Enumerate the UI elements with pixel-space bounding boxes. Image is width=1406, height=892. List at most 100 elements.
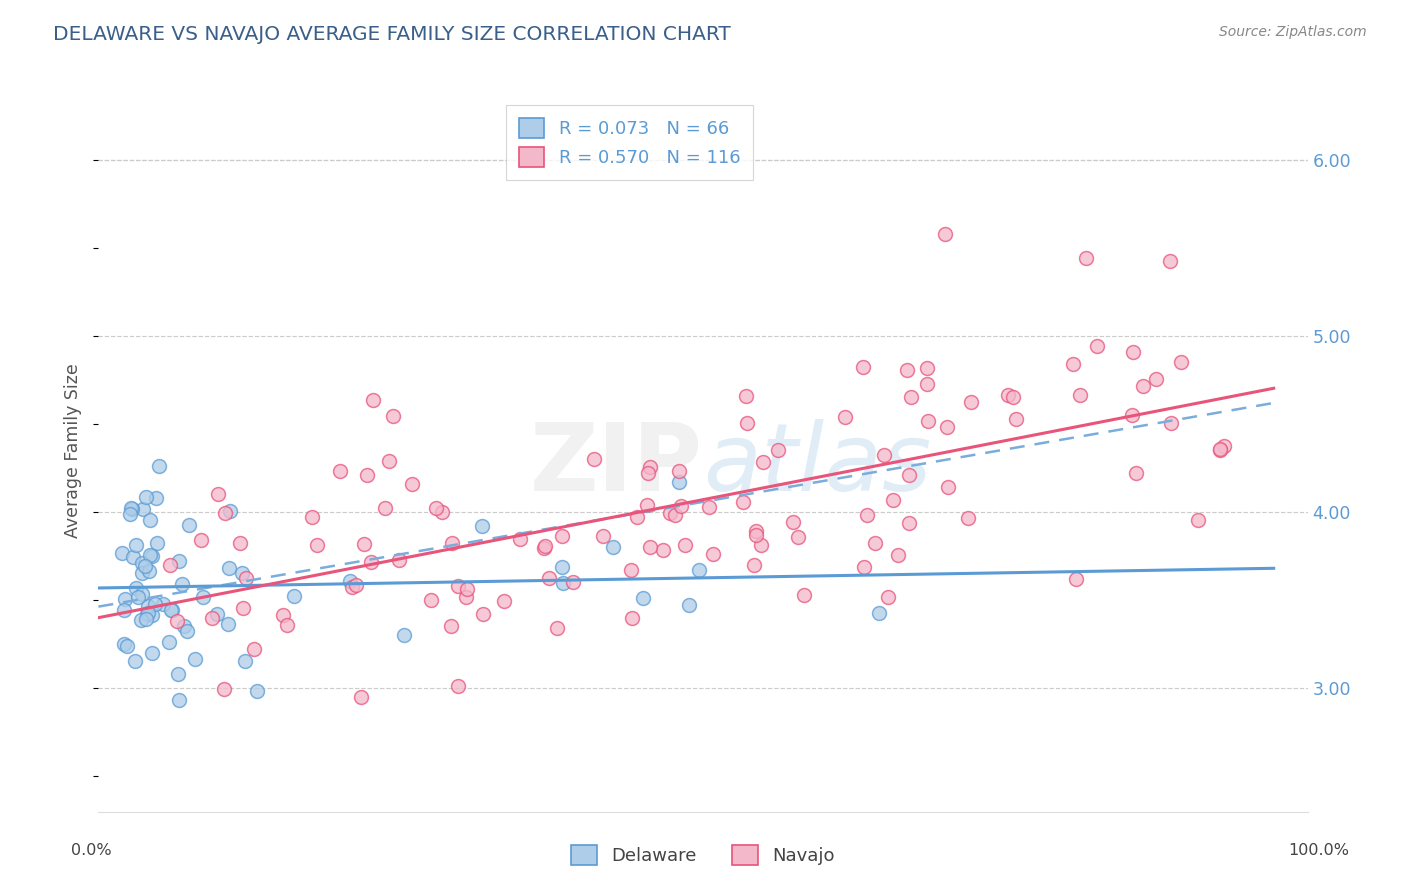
Point xyxy=(138,565,160,579)
Point xyxy=(620,563,643,577)
Point xyxy=(124,654,146,668)
Point xyxy=(1213,438,1236,452)
Point xyxy=(900,390,922,404)
Point xyxy=(131,556,153,570)
Point xyxy=(138,513,160,527)
Point xyxy=(214,506,236,520)
Point xyxy=(533,541,555,555)
Point xyxy=(218,561,240,575)
Point xyxy=(562,574,585,589)
Point xyxy=(882,493,904,508)
Point xyxy=(751,538,773,552)
Point xyxy=(193,590,215,604)
Point xyxy=(699,500,721,514)
Point xyxy=(425,500,447,515)
Text: 0.0%: 0.0% xyxy=(72,843,111,858)
Point xyxy=(430,505,453,519)
Point xyxy=(872,449,894,463)
Point xyxy=(139,549,162,563)
Point xyxy=(114,592,136,607)
Point xyxy=(145,491,167,505)
Point xyxy=(537,571,560,585)
Legend: R = 0.073   N = 66, R = 0.570   N = 116: R = 0.073 N = 66, R = 0.570 N = 116 xyxy=(506,105,754,179)
Text: DELAWARE VS NAVAJO AVERAGE FAMILY SIZE CORRELATION CHART: DELAWARE VS NAVAJO AVERAGE FAMILY SIZE C… xyxy=(53,25,731,44)
Point xyxy=(887,548,910,562)
Point xyxy=(637,467,659,481)
Point xyxy=(957,511,980,525)
Point xyxy=(664,508,686,523)
Point xyxy=(339,574,361,589)
Point xyxy=(231,566,253,580)
Point xyxy=(176,624,198,638)
Point xyxy=(936,419,959,434)
Point xyxy=(136,606,159,620)
Point xyxy=(229,535,252,549)
Point xyxy=(207,487,229,501)
Point xyxy=(179,518,201,533)
Point xyxy=(374,501,396,516)
Point xyxy=(551,575,574,590)
Point xyxy=(1209,442,1232,456)
Point xyxy=(533,539,555,553)
Point xyxy=(381,409,404,423)
Point xyxy=(131,566,153,580)
Point xyxy=(301,509,323,524)
Point xyxy=(734,388,756,402)
Point xyxy=(361,393,384,408)
Point xyxy=(551,529,574,543)
Point xyxy=(1125,466,1147,480)
Point xyxy=(509,533,531,547)
Point xyxy=(456,582,478,596)
Point xyxy=(245,684,267,698)
Point xyxy=(307,538,329,552)
Point xyxy=(602,540,624,554)
Point xyxy=(232,600,254,615)
Point xyxy=(917,377,939,392)
Point xyxy=(471,519,494,533)
Point xyxy=(235,570,257,584)
Point xyxy=(620,611,643,625)
Point xyxy=(454,590,477,604)
Point xyxy=(1144,372,1167,386)
Point xyxy=(212,682,235,697)
Point xyxy=(136,607,159,622)
Point xyxy=(243,642,266,657)
Point xyxy=(388,553,411,567)
Point xyxy=(633,591,655,606)
Point xyxy=(896,363,918,377)
Point xyxy=(1170,354,1192,368)
Point xyxy=(183,652,205,666)
Point xyxy=(378,454,401,468)
Point xyxy=(1062,357,1084,371)
Point xyxy=(1187,513,1209,527)
Point xyxy=(160,603,183,617)
Point xyxy=(135,490,157,504)
Point xyxy=(898,468,921,483)
Point xyxy=(626,509,648,524)
Point xyxy=(127,590,149,604)
Point xyxy=(152,597,174,611)
Point xyxy=(959,395,981,409)
Point xyxy=(218,503,240,517)
Point xyxy=(494,593,516,607)
Point xyxy=(1208,442,1230,457)
Point xyxy=(863,536,886,550)
Point xyxy=(668,475,690,490)
Text: ZIP: ZIP xyxy=(530,419,703,511)
Point xyxy=(131,502,153,516)
Point xyxy=(205,607,228,621)
Point xyxy=(167,554,190,568)
Point xyxy=(117,639,139,653)
Point xyxy=(356,467,378,482)
Point xyxy=(834,410,856,425)
Point xyxy=(166,614,188,628)
Point xyxy=(350,690,373,704)
Point xyxy=(441,535,464,549)
Point xyxy=(135,612,157,626)
Point xyxy=(143,598,166,612)
Point xyxy=(148,458,170,473)
Legend: Delaware, Navajo: Delaware, Navajo xyxy=(564,838,842,872)
Point xyxy=(440,619,463,633)
Point xyxy=(1121,408,1143,422)
Point xyxy=(394,628,416,642)
